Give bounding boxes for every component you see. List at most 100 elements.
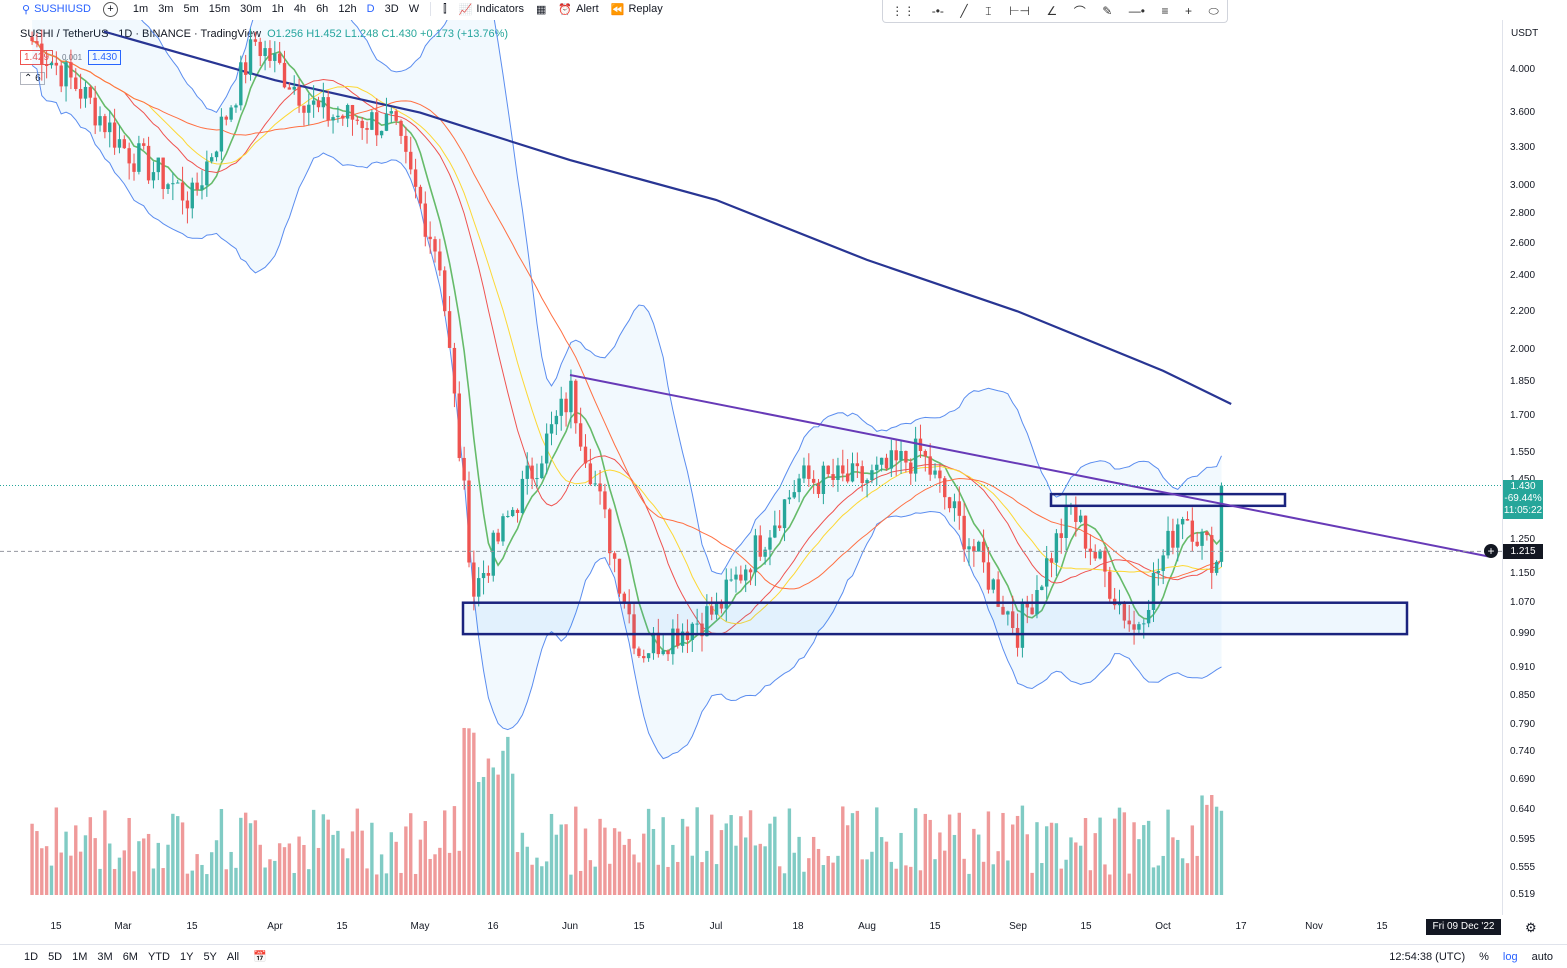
range-5Y[interactable]: 5Y (203, 950, 217, 963)
lines-style-icon[interactable]: ≡ (1161, 4, 1169, 18)
ray-tool-icon[interactable]: —• (1128, 4, 1145, 18)
range-All[interactable]: All (226, 950, 240, 963)
volume-bar (1219, 810, 1224, 895)
volume-bar (821, 865, 826, 895)
price-tick: 3.600 (1510, 106, 1536, 118)
bollinger-upper (140, 20, 1222, 575)
trendline-tool-icon[interactable]: ╱ (960, 4, 968, 18)
timeframe-1h[interactable]: 1h (271, 3, 284, 15)
volume-bar (302, 844, 306, 895)
brush-tool-icon[interactable]: ✎ (1102, 4, 1113, 18)
timeframe-D[interactable]: D (366, 3, 375, 15)
candle-body (467, 480, 471, 563)
volume-bar (171, 813, 175, 895)
timeframe-6h[interactable]: 6h (316, 3, 329, 15)
time-tick: Apr (267, 921, 283, 932)
sell-button[interactable]: 1.429 (20, 50, 54, 65)
candle-body (122, 139, 127, 149)
price-chart[interactable] (0, 20, 1502, 935)
candle-body (865, 480, 869, 484)
timeframe-1m[interactable]: 1m (132, 3, 149, 15)
price-tick: 4.000 (1510, 64, 1536, 75)
range-6M[interactable]: 6M (122, 950, 138, 963)
ma-40 (31, 40, 1222, 590)
timeframe-12h[interactable]: 12h (338, 3, 357, 15)
auto-toggle[interactable]: auto (1531, 950, 1553, 963)
indicators-button[interactable]: 📈 Indicators (453, 3, 530, 16)
timeframe-3D[interactable]: 3D (384, 3, 399, 15)
range-5D[interactable]: 5D (48, 950, 63, 963)
volume-bar (923, 813, 928, 895)
volume-bar (1083, 818, 1088, 895)
settings-gear-icon[interactable]: ⚙ (1525, 920, 1537, 935)
volume-bar (108, 843, 112, 895)
angle-tool-icon[interactable]: ∠ (1046, 4, 1058, 18)
timeframe-15m[interactable]: 15m (208, 3, 231, 15)
volume-bar (438, 847, 442, 895)
candle-body (452, 347, 457, 394)
volume-bar (1098, 817, 1102, 895)
indicators-icon: 📈 (458, 3, 473, 16)
symbol-search[interactable]: ⚲ SUSHIUSD (0, 3, 97, 16)
volume-bar (433, 854, 437, 895)
timeframe-4h[interactable]: 4h (293, 3, 307, 15)
alert-label: Alert (576, 3, 599, 15)
currency-label[interactable]: USDT (1511, 28, 1539, 39)
indicators-toggle[interactable]: ⌃ 6 (20, 72, 45, 85)
range-3M[interactable]: 3M (97, 950, 113, 963)
bottom-toolbar: 1D 5D 1M 3M 6M YTD 1Y 5Y All 📅 12:54:38 (UTC) % … (0, 944, 1567, 968)
curve-tool-icon[interactable]: ⌒ (1073, 4, 1086, 19)
volume-bar (549, 813, 554, 895)
replay-button[interactable]: ⏪ Replay (605, 3, 669, 16)
timeframe-W[interactable]: W (408, 3, 420, 15)
volume-bar (811, 836, 816, 895)
compare-add-icon[interactable]: + (102, 1, 118, 17)
range-1M[interactable]: 1M (72, 950, 88, 963)
range-YTD[interactable]: YTD (147, 950, 170, 963)
candle-body (137, 143, 141, 172)
volume-bar (316, 847, 321, 895)
volume-bar (909, 866, 913, 895)
volume-bar (899, 832, 903, 895)
horizontal-line-tool-icon[interactable]: -•- (931, 4, 944, 18)
range-1Y[interactable]: 1Y (179, 950, 194, 963)
volume-bar (224, 869, 228, 895)
volume-bar (836, 855, 840, 895)
crosshair-tool-icon[interactable]: + (1184, 4, 1192, 18)
timeframe-3m[interactable]: 3m (158, 3, 174, 15)
add-alert-icon[interactable]: + (1484, 544, 1498, 558)
volume-bar (996, 851, 1000, 895)
alert-button[interactable]: ⏰ Alert (552, 3, 604, 16)
volume-bar (967, 873, 971, 895)
chart-type-button[interactable]: ⫿ (437, 3, 453, 16)
drag-handle-icon[interactable]: ⋮⋮ (891, 4, 916, 18)
candle-body (142, 143, 146, 146)
volume-bar (1190, 825, 1195, 895)
candle-body (875, 464, 879, 471)
layout-button[interactable]: ▦ (530, 3, 552, 16)
volume-bar (239, 817, 243, 895)
utc-clock[interactable]: 12:54:38 (UTC) (1389, 950, 1466, 963)
volume-bar (297, 836, 301, 895)
vertical-text-tool-icon[interactable]: 𝙸 (984, 3, 993, 18)
timeframe-30m[interactable]: 30m (240, 3, 262, 15)
range-tool-icon[interactable]: ⊢⊣ (1009, 4, 1030, 18)
candle-body (44, 64, 49, 66)
range-1D[interactable]: 1D (24, 950, 39, 963)
volume-bar (443, 810, 447, 895)
calendar-icon[interactable]: 📅 (253, 951, 267, 963)
candle-body (564, 398, 568, 413)
log-toggle[interactable]: log (1502, 950, 1518, 963)
buy-button[interactable]: 1.430 (88, 50, 122, 65)
volume-bar (389, 832, 394, 895)
price-axis[interactable]: USDT (1502, 20, 1567, 915)
percent-toggle[interactable]: % (1479, 950, 1489, 963)
shape-tool-icon[interactable]: ⬭ (1208, 3, 1219, 18)
candle-body (574, 380, 578, 424)
volume-bar (758, 843, 762, 895)
volume-bar (399, 872, 403, 895)
candle-body (705, 606, 709, 637)
high-value: H1.452 (306, 28, 341, 40)
timeframe-5m[interactable]: 5m (183, 3, 199, 15)
volume-bar (122, 850, 127, 895)
